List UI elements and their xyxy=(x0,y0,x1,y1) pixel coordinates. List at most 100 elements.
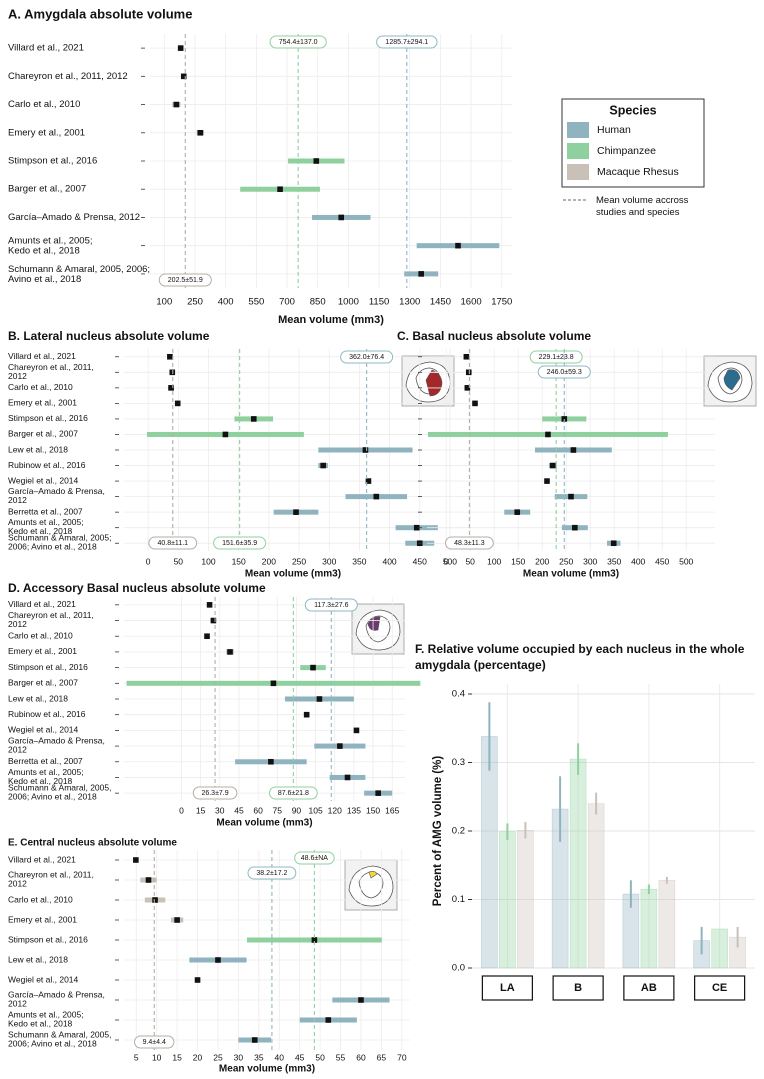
mean-point xyxy=(167,353,173,360)
x-tick-label: 30 xyxy=(215,805,225,815)
mean-label-box xyxy=(134,1035,175,1049)
mean-label: 246.0±59.3 xyxy=(547,369,582,376)
bar xyxy=(640,888,658,969)
study-label: Schumann & Amaral, 2005, 2006; Avino et … xyxy=(8,1030,114,1049)
legend-label: Human xyxy=(597,124,631,136)
x-tick-label: 250 xyxy=(187,297,203,308)
mean-point xyxy=(168,385,174,391)
panel-title: A. Amygdala absolute volume xyxy=(8,6,192,21)
x-tick-label: 50 xyxy=(315,1052,325,1062)
mean-point xyxy=(465,369,472,376)
mean-point xyxy=(514,509,521,515)
mean-point xyxy=(316,696,323,702)
mean-label: 362.0±76.4 xyxy=(349,354,384,361)
study-label: Rubinow et al., 2016 xyxy=(8,709,86,719)
x-tick-label: 250 xyxy=(559,556,573,566)
x-tick-label: 120 xyxy=(328,805,342,815)
x-tick-label: 1000 xyxy=(338,297,359,308)
mean-label-box xyxy=(529,350,583,364)
x-tick-label: 200 xyxy=(262,556,276,566)
x-tick-label: B xyxy=(574,982,582,994)
x-tick-label: 350 xyxy=(607,556,621,566)
x-tick-label: 70 xyxy=(397,1052,407,1062)
x-tick-label: 30 xyxy=(234,1052,244,1062)
x-tick-label: 40 xyxy=(275,1052,285,1062)
study-label: Wegiel et al., 2014 xyxy=(8,475,79,485)
x-tick-label: 100 xyxy=(201,556,215,566)
mean-point xyxy=(206,602,213,608)
inset-accessory-basal xyxy=(351,603,405,655)
study-label: Schumann & Amaral, 2005, 2006; Avino et … xyxy=(8,263,153,284)
x-tick-label: 1600 xyxy=(461,297,482,308)
x-tick-label: 90 xyxy=(292,805,302,815)
x-tick-label: 500 xyxy=(679,556,693,566)
mean-point xyxy=(311,937,318,943)
mean-label-box xyxy=(213,536,267,550)
category-box xyxy=(694,975,746,1001)
panel-title: B. Lateral nucleus absolute volume xyxy=(8,329,210,343)
x-tick-label: CE xyxy=(712,982,727,994)
study-label: Chareyron et al., 2011, 2012 xyxy=(8,610,96,629)
study-label: Wegiel et al., 2014 xyxy=(8,725,79,735)
x-axis-title: Mean volume (mm3) xyxy=(219,1064,315,1075)
panel-title: F. Relative volume occupied by each nucl… xyxy=(415,642,748,672)
legend-swatch xyxy=(567,164,589,180)
x-tick-label: 65 xyxy=(377,1052,387,1062)
mean-point xyxy=(365,478,372,484)
x-tick-label: LA xyxy=(500,982,515,994)
inset-basal xyxy=(703,355,757,407)
study-label: Chareyron et al., 2011, 2012 xyxy=(8,362,96,381)
mean-label: 9.4±4.4 xyxy=(143,1039,166,1046)
mean-label-box xyxy=(158,273,212,287)
mean-point xyxy=(375,790,381,796)
mean-point xyxy=(174,917,180,923)
x-tick-label: 450 xyxy=(413,556,427,566)
x-tick-label: 150 xyxy=(366,805,380,815)
mean-label-box xyxy=(376,35,438,49)
study-label: Amunts et al., 2005; Kedo et al., 2018 xyxy=(8,235,95,256)
study-label: Schumann & Amaral, 2005; 2006; Avino et … xyxy=(8,533,114,552)
mean-point xyxy=(227,649,233,655)
study-label: Stimpson et al., 2016 xyxy=(8,662,88,672)
mean-point xyxy=(177,45,184,51)
mean-label: 229.1±23.8 xyxy=(539,354,574,361)
forest-panel: D. Accessory Basal nucleus absolute volu… xyxy=(8,581,421,829)
mean-point xyxy=(610,540,617,547)
mean-point xyxy=(545,431,551,438)
mean-point xyxy=(145,877,152,883)
study-label: Berretta et al., 2007 xyxy=(8,756,83,766)
panel-title: E. Central nucleus absolute volume xyxy=(8,838,177,849)
mean-point xyxy=(303,711,310,718)
mean-point xyxy=(358,997,364,1003)
study-label: Stimpson et al., 2016 xyxy=(8,934,88,944)
mean-point xyxy=(455,242,461,249)
mean-label-box xyxy=(247,866,297,880)
x-tick-label: 0 xyxy=(146,556,151,566)
mean-label: 40.8±11.1 xyxy=(157,540,188,547)
mean-point xyxy=(174,400,181,407)
x-tick-label: 300 xyxy=(322,556,336,566)
x-tick-label: 105 xyxy=(308,805,322,815)
study-label: García–Amado & Prensa, 2012 xyxy=(8,990,107,1009)
study-label: García–Amado & Prensa, 2012 xyxy=(8,486,107,505)
category-box xyxy=(481,975,533,1001)
mean-point xyxy=(194,977,201,983)
study-label: Emery et al., 2001 xyxy=(8,398,77,408)
mean-point xyxy=(464,385,471,391)
mean-point xyxy=(568,493,574,500)
mean-point xyxy=(180,73,187,80)
study-label: Emery et al., 2001 xyxy=(8,914,77,924)
study-label: Berretta et al., 2007 xyxy=(8,506,83,516)
mean-label: 38.2±17.2 xyxy=(256,870,287,877)
mean-point xyxy=(373,493,380,500)
mean-label: 1285.7±294.1 xyxy=(385,39,428,46)
mean-label-box xyxy=(304,598,358,612)
x-tick-label: 100 xyxy=(487,556,501,566)
legend-label: Macaque Rhesus xyxy=(597,166,679,178)
mean-point xyxy=(463,353,470,360)
legend: Species Human Chimpanzee Macaque Rhesus Mean… xyxy=(561,98,705,218)
x-tick-label: 300 xyxy=(583,556,597,566)
x-tick-label: 35 xyxy=(254,1052,264,1062)
mean-point xyxy=(572,524,578,531)
x-tick-label: 350 xyxy=(352,556,366,566)
